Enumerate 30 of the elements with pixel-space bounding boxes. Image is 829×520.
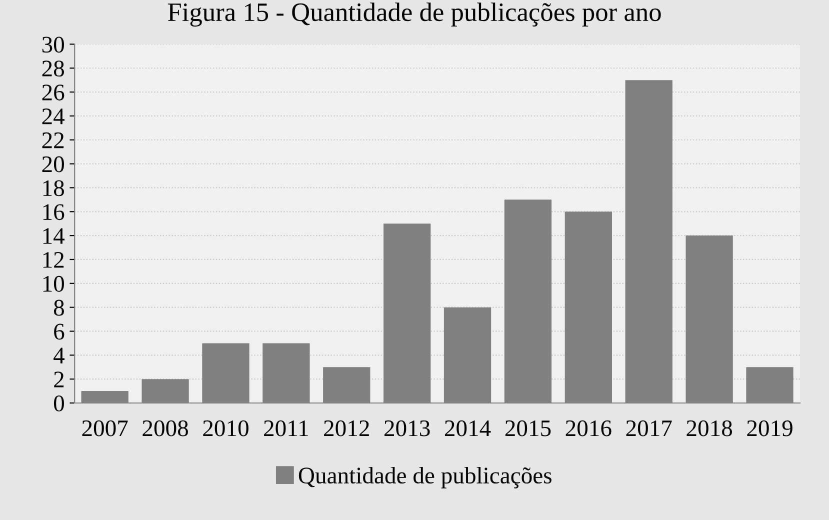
y-tick-label: 10 <box>43 276 64 292</box>
x-tick-label: 2013 <box>384 420 430 436</box>
legend-label: Quantidade de publicações <box>298 466 552 488</box>
x-tick-label: 2011 <box>264 420 308 436</box>
y-tick-label: 6 <box>54 324 64 340</box>
x-tick-label: 2008 <box>142 420 188 436</box>
y-tick-label: 30 <box>42 36 64 53</box>
y-tick-label: 0 <box>54 395 64 412</box>
x-tick-label: 2007 <box>82 420 128 436</box>
y-tick-label: 20 <box>42 156 64 172</box>
x-tick-label: 2017 <box>626 420 672 436</box>
y-tick-label: 8 <box>54 300 64 316</box>
y-tick-label: 12 <box>43 252 64 268</box>
x-tick-label: 2016 <box>566 420 612 436</box>
chart-title: Figura 15 - Quantidade de publicações por ano <box>168 2 661 27</box>
y-tick-label: 26 <box>42 84 64 100</box>
x-tick-label: 2019 <box>747 420 792 436</box>
x-tick-label: 2010 <box>203 420 248 436</box>
y-tick-label: 22 <box>42 132 64 148</box>
y-tick-label: 14 <box>43 228 65 244</box>
y-tick-label: 24 <box>42 108 65 124</box>
x-tick-label: 2012 <box>324 420 369 436</box>
x-tick-label: 2015 <box>505 420 551 436</box>
y-tick-label: 2 <box>54 372 64 388</box>
y-tick-label: 18 <box>43 180 64 196</box>
x-tick-label: 2014 <box>444 420 491 436</box>
y-tick-label: 16 <box>43 204 64 220</box>
x-tick-label: 2018 <box>686 420 732 436</box>
y-tick-label: 28 <box>42 60 64 77</box>
y-tick-label: 4 <box>54 348 65 364</box>
